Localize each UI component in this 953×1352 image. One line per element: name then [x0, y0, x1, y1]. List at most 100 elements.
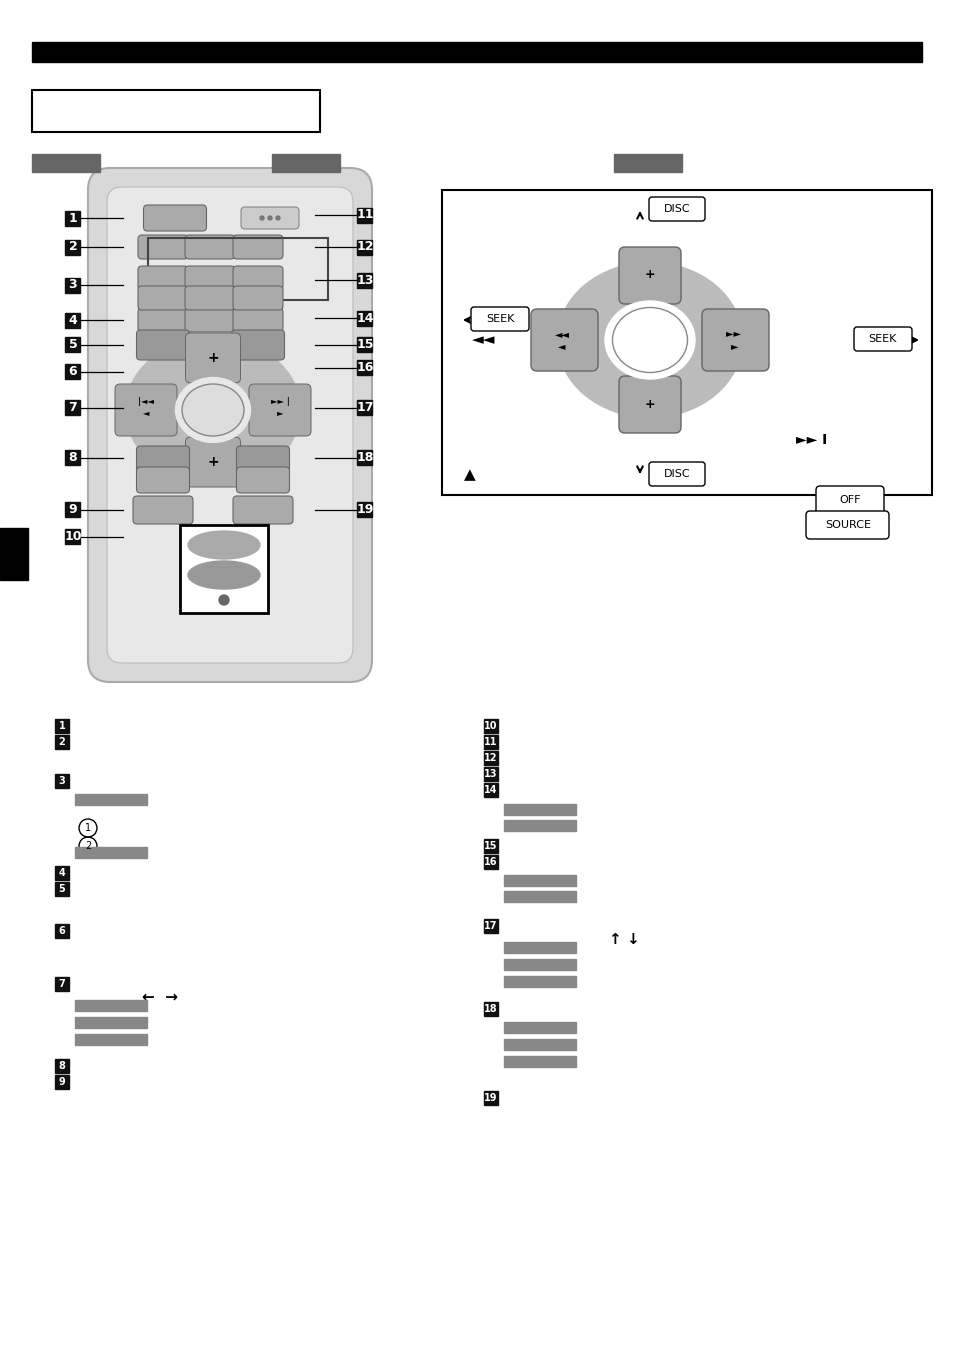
Text: 13: 13 — [355, 273, 374, 287]
FancyBboxPatch shape — [185, 235, 234, 260]
Bar — [357, 503, 372, 518]
Bar — [0, 529, 28, 580]
Text: 13: 13 — [484, 769, 497, 779]
FancyBboxPatch shape — [233, 496, 293, 525]
Bar — [357, 338, 372, 353]
Text: 8: 8 — [58, 1061, 66, 1071]
FancyBboxPatch shape — [236, 466, 289, 493]
Bar — [55, 1059, 69, 1073]
Bar — [503, 875, 576, 886]
Bar — [503, 976, 576, 987]
Text: ◄◄
◄: ◄◄ ◄ — [554, 329, 569, 350]
Bar — [483, 719, 497, 733]
FancyBboxPatch shape — [233, 308, 283, 333]
Text: 1: 1 — [58, 721, 66, 731]
Text: 19: 19 — [484, 1092, 497, 1103]
FancyBboxPatch shape — [853, 327, 911, 352]
Text: 9: 9 — [69, 503, 77, 516]
Text: 4: 4 — [58, 868, 66, 877]
Text: 10: 10 — [64, 530, 82, 544]
Text: 3: 3 — [58, 776, 66, 786]
Circle shape — [268, 216, 272, 220]
FancyBboxPatch shape — [531, 310, 598, 370]
Ellipse shape — [175, 377, 251, 442]
Ellipse shape — [182, 384, 244, 435]
Bar — [55, 719, 69, 733]
Bar — [55, 1075, 69, 1088]
FancyBboxPatch shape — [138, 266, 188, 289]
Text: SEEK: SEEK — [867, 334, 895, 343]
Bar — [66, 239, 80, 254]
FancyBboxPatch shape — [701, 310, 768, 370]
FancyBboxPatch shape — [648, 197, 704, 220]
Bar — [503, 1022, 576, 1033]
Bar — [503, 821, 576, 831]
Bar — [357, 239, 372, 254]
Bar — [55, 867, 69, 880]
FancyBboxPatch shape — [233, 287, 283, 310]
Bar — [66, 530, 80, 545]
Text: 18: 18 — [484, 1005, 497, 1014]
Text: 1: 1 — [69, 211, 77, 224]
Bar — [441, 191, 931, 495]
Text: 7: 7 — [69, 402, 77, 415]
Circle shape — [275, 216, 280, 220]
Text: 15: 15 — [484, 841, 497, 850]
Bar — [75, 1034, 147, 1045]
Text: DISC: DISC — [663, 469, 690, 479]
Ellipse shape — [612, 307, 687, 373]
Ellipse shape — [188, 561, 260, 589]
Bar — [483, 1002, 497, 1015]
Text: 15: 15 — [355, 338, 374, 352]
Bar — [483, 1091, 497, 1105]
Text: 3: 3 — [69, 279, 77, 292]
FancyBboxPatch shape — [618, 247, 680, 304]
Text: 10: 10 — [484, 721, 497, 731]
FancyBboxPatch shape — [138, 308, 188, 333]
Text: 14: 14 — [484, 786, 497, 795]
Bar — [483, 750, 497, 765]
Text: SEEK: SEEK — [485, 314, 514, 324]
Bar — [66, 450, 80, 465]
Bar — [357, 450, 372, 465]
Text: SOURCE: SOURCE — [824, 521, 870, 530]
Text: 5: 5 — [69, 338, 77, 352]
FancyBboxPatch shape — [815, 485, 883, 514]
FancyBboxPatch shape — [185, 333, 240, 383]
Bar — [66, 338, 80, 353]
Bar — [66, 400, 80, 415]
Text: 19: 19 — [355, 503, 374, 516]
Bar — [75, 846, 147, 859]
Bar — [66, 211, 80, 226]
Bar — [503, 891, 576, 902]
Bar — [357, 273, 372, 288]
Bar — [32, 154, 100, 172]
Bar — [614, 154, 681, 172]
Text: 4: 4 — [69, 314, 77, 326]
Circle shape — [260, 216, 264, 220]
Text: 6: 6 — [69, 365, 77, 379]
Text: 18: 18 — [355, 452, 374, 465]
Text: 12: 12 — [484, 753, 497, 763]
FancyBboxPatch shape — [136, 330, 190, 360]
Bar — [32, 42, 921, 62]
Bar — [55, 773, 69, 788]
Bar — [357, 400, 372, 415]
FancyBboxPatch shape — [138, 287, 188, 310]
FancyBboxPatch shape — [185, 266, 234, 289]
Text: 11: 11 — [355, 208, 374, 222]
Ellipse shape — [557, 262, 741, 418]
Bar — [503, 804, 576, 815]
Text: 14: 14 — [355, 311, 374, 324]
Ellipse shape — [188, 531, 260, 558]
Text: 6: 6 — [58, 926, 66, 936]
FancyBboxPatch shape — [107, 187, 353, 662]
Text: 9: 9 — [58, 1078, 66, 1087]
FancyBboxPatch shape — [32, 91, 319, 132]
Text: OFF: OFF — [839, 495, 860, 506]
Bar — [75, 794, 147, 804]
FancyBboxPatch shape — [138, 235, 188, 260]
Bar — [66, 277, 80, 292]
Text: ↑ ↓: ↑ ↓ — [608, 933, 639, 948]
Text: 5: 5 — [58, 884, 66, 894]
